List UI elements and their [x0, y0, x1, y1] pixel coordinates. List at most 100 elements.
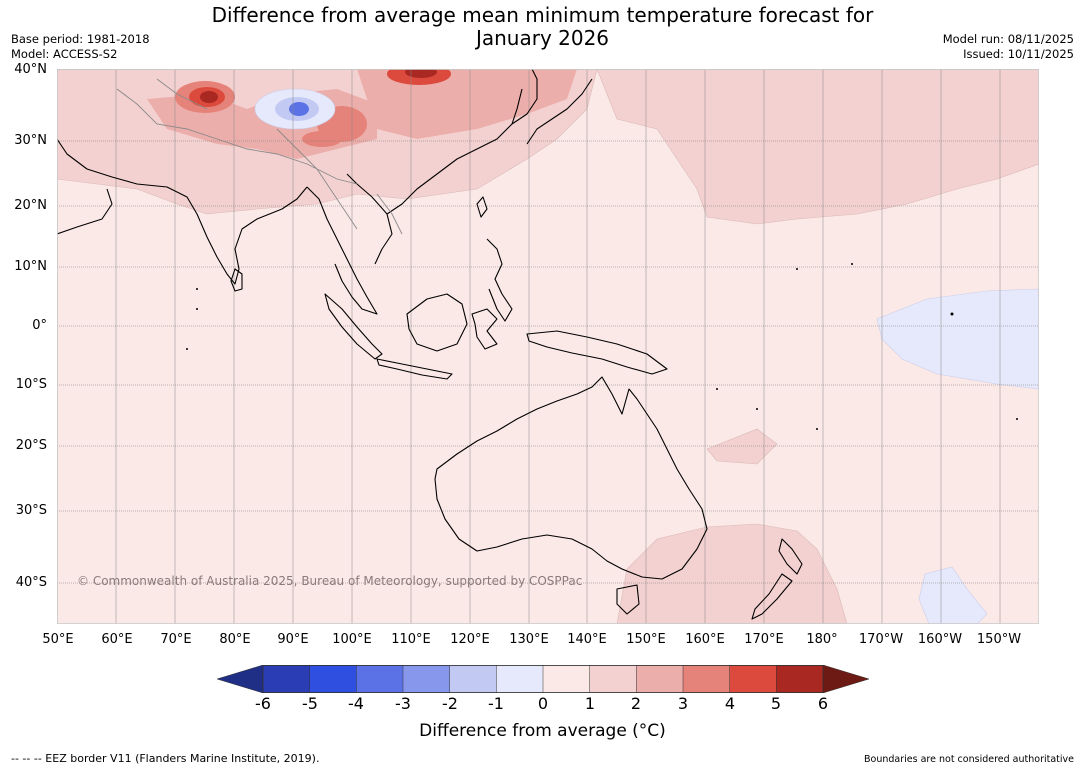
colorbar-cell [682, 665, 731, 693]
lon-label: 140°E [567, 632, 607, 647]
coastline-tasmania [616, 584, 640, 615]
island-dot [851, 263, 853, 265]
lon-label: 170°E [744, 632, 784, 647]
lon-label: 120°E [450, 632, 490, 647]
island-dot [816, 428, 818, 430]
colorbar-cell [402, 665, 451, 693]
model-name: Model: ACCESS-S2 [11, 47, 118, 61]
lat-label: 10°S [15, 377, 47, 392]
hotspot-tibet-east [302, 131, 342, 147]
lon-label: 150°E [626, 632, 666, 647]
island-dot [716, 388, 718, 390]
lon-label: 90°E [277, 632, 309, 647]
colorbar-cell [356, 665, 404, 693]
map-title: Difference from average mean minimum tem… [0, 4, 1085, 50]
colorbar-cell [449, 665, 498, 693]
coastline-sulawesi [471, 308, 498, 350]
colorbar-cell [309, 665, 358, 693]
island-dot [756, 408, 758, 410]
coastline-arabian-peninsula [57, 188, 113, 235]
metadata-right: Model run: 08/11/2025 Issued: 10/11/2025 [943, 32, 1074, 62]
island-dot [950, 312, 954, 316]
coolspot-central-pacific [876, 288, 1039, 390]
lon-label: 100°E [332, 632, 372, 647]
coastline-southeast-asia [306, 186, 378, 315]
base-period: Base period: 1981-2018 [11, 32, 150, 46]
coastline-korea-japan [511, 78, 593, 145]
island-dot [796, 268, 798, 270]
colorbar-tick: -1 [488, 694, 504, 713]
border-lines-asia [116, 78, 403, 235]
coastline-borneo [406, 293, 468, 352]
colorbar-tick: 5 [770, 694, 782, 713]
colorbar-tick: 2 [630, 694, 642, 713]
anomaly-region-tasman [616, 523, 848, 624]
colorbar-tick: 6 [817, 694, 829, 713]
lon-label: 160°W [917, 632, 963, 647]
colorbar-cell [822, 665, 869, 693]
island-dot [196, 288, 198, 290]
anomaly-region-north-pacific [596, 69, 1039, 225]
lon-label: 70°E [160, 632, 192, 647]
coastline-java [376, 358, 453, 380]
lon-label: 50°E [42, 632, 74, 647]
title-line-1: Difference from average mean minimum tem… [211, 3, 874, 27]
island-dot [186, 348, 188, 350]
lat-label: 40°N [14, 62, 47, 77]
coastline-arabia-india [57, 138, 308, 285]
colorbar-cell [589, 665, 638, 693]
colorbar-tick: 3 [677, 694, 689, 713]
issued-date: Issued: 10/11/2025 [963, 47, 1074, 61]
title-line-2: January 2026 [475, 26, 610, 50]
colorbar-cell [636, 665, 684, 693]
colorbar-tick: -3 [395, 694, 411, 713]
colorbar-tick: 1 [584, 694, 596, 713]
lat-label: 20°N [14, 198, 47, 213]
coolspot-tibet-core [289, 102, 309, 116]
colorbar-cell [496, 665, 544, 693]
coastline-australia [434, 376, 708, 580]
colorbar-cell [217, 665, 264, 693]
colorbar-tick: -4 [348, 694, 364, 713]
lat-label: 30°N [14, 133, 47, 148]
colorbar-label: Difference from average (°C) [419, 721, 666, 741]
coastline-sumatra [324, 293, 383, 360]
colorbar-cell [542, 665, 591, 693]
coastline-new-zealand-north [778, 538, 803, 575]
colorbar-tick: 4 [724, 694, 736, 713]
coastline-taiwan [476, 196, 488, 218]
lon-label: 160°E [685, 632, 725, 647]
graticule-meridians [57, 69, 1001, 624]
metadata-left: Base period: 1981-2018 Model: ACCESS-S2 [11, 32, 150, 62]
coastline-new-guinea [526, 330, 668, 375]
graticule-parallels [57, 69, 1039, 584]
lon-label: 150°W [976, 632, 1022, 647]
island-dot [196, 308, 198, 310]
anomaly-region-china-warm [357, 69, 577, 139]
forecast-map [57, 69, 1039, 624]
colorbar-cell [262, 665, 311, 693]
lon-label: 170°W [858, 632, 904, 647]
colorbar-tick: -5 [302, 694, 318, 713]
colorbar-cell [729, 665, 778, 693]
coastline-sri-lanka [230, 268, 243, 292]
lat-label: 0° [32, 318, 47, 333]
colorbar-tick: -2 [442, 694, 458, 713]
lon-label: 180° [806, 632, 838, 647]
coastline-philippines [486, 238, 513, 322]
lon-label: 130°E [509, 632, 549, 647]
colorbar-cell [776, 665, 824, 693]
model-run: Model run: 08/11/2025 [942, 32, 1074, 46]
eez-border-note: -- -- -- EEZ border V11 (Flanders Marine… [11, 752, 320, 765]
colorbar-tick: 0 [537, 694, 549, 713]
copyright-notice: © Commonwealth of Australia 2025, Bureau… [77, 574, 583, 588]
lat-label: 20°S [15, 438, 47, 453]
coastline-new-zealand-south [751, 573, 793, 620]
boundaries-disclaimer: Boundaries are not considered authoritat… [864, 754, 1074, 765]
coastline-china [386, 69, 538, 215]
lon-label: 60°E [101, 632, 133, 647]
colorbar [217, 665, 869, 693]
coolspot-southeast-pacific [918, 566, 988, 624]
lat-label: 30°S [15, 503, 47, 518]
anomaly-region-east-of-australia [706, 428, 778, 465]
